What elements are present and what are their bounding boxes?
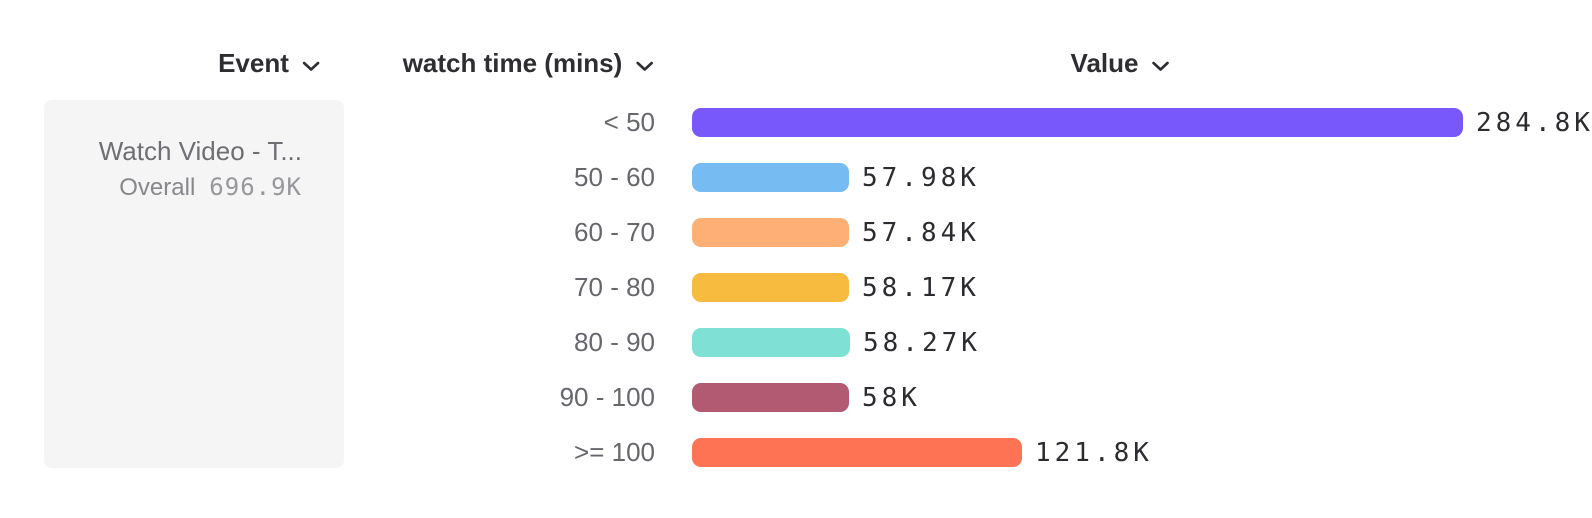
value-label: 57.84K (862, 218, 980, 248)
bar-segment[interactable] (692, 438, 1022, 467)
category-label: 60 - 70 (574, 217, 655, 247)
category-label: 80 - 90 (574, 327, 655, 357)
bar-segment[interactable] (692, 163, 849, 192)
chevron-down-icon (1151, 61, 1169, 72)
chart-row: 50 - 60 57.98K (0, 162, 1592, 194)
value-label: 121.8K (1035, 438, 1153, 468)
category-label: 90 - 100 (559, 382, 655, 412)
chevron-down-icon (302, 61, 320, 72)
bar-chart: < 50 284.8K 50 - 60 57.98K 60 - 70 57.84K 70 -… (0, 107, 1592, 469)
overall-label: Overall (119, 174, 196, 201)
value-label: 58.27K (863, 328, 981, 358)
breakdown-column-label: watch time (mins) (402, 48, 623, 78)
value-column-header[interactable]: Value (1071, 48, 1170, 79)
bar-segment[interactable] (692, 273, 849, 302)
chart-row: 70 - 80 58.17K (0, 272, 1592, 304)
value-label: 57.98K (862, 163, 980, 193)
chart-row: >= 100 121.8K (0, 437, 1592, 469)
chart-row: < 50 284.8K (0, 107, 1592, 139)
event-column-header[interactable]: Event (218, 48, 320, 79)
bar-segment[interactable] (692, 328, 850, 357)
chart-row: 80 - 90 58.27K (0, 327, 1592, 359)
breakdown-column-header[interactable]: watch time (mins) (403, 48, 654, 79)
value-label: 284.8K (1476, 108, 1592, 138)
value-label: 58.17K (862, 273, 980, 303)
overall-value: 696.9K (209, 173, 302, 201)
value-column-label: Value (1070, 48, 1139, 78)
bar-segment[interactable] (692, 218, 849, 247)
category-label: 50 - 60 (574, 162, 655, 192)
bar-segment[interactable] (692, 383, 849, 412)
category-label: 70 - 80 (574, 272, 655, 302)
category-label: < 50 (603, 107, 655, 137)
value-label: 58K (862, 383, 921, 413)
event-title: Watch Video - T... (98, 136, 302, 166)
chart-row: 60 - 70 57.84K (0, 217, 1592, 249)
event-column-label: Event (218, 48, 289, 78)
category-label: >= 100 (574, 437, 655, 467)
event-card[interactable]: Watch Video - T... Overall 696.9K (44, 100, 344, 468)
chevron-down-icon (635, 61, 653, 72)
bar-segment[interactable] (692, 108, 1463, 137)
chart-row: 90 - 100 58K (0, 382, 1592, 414)
event-overall-row: Overall 696.9K (44, 173, 302, 202)
